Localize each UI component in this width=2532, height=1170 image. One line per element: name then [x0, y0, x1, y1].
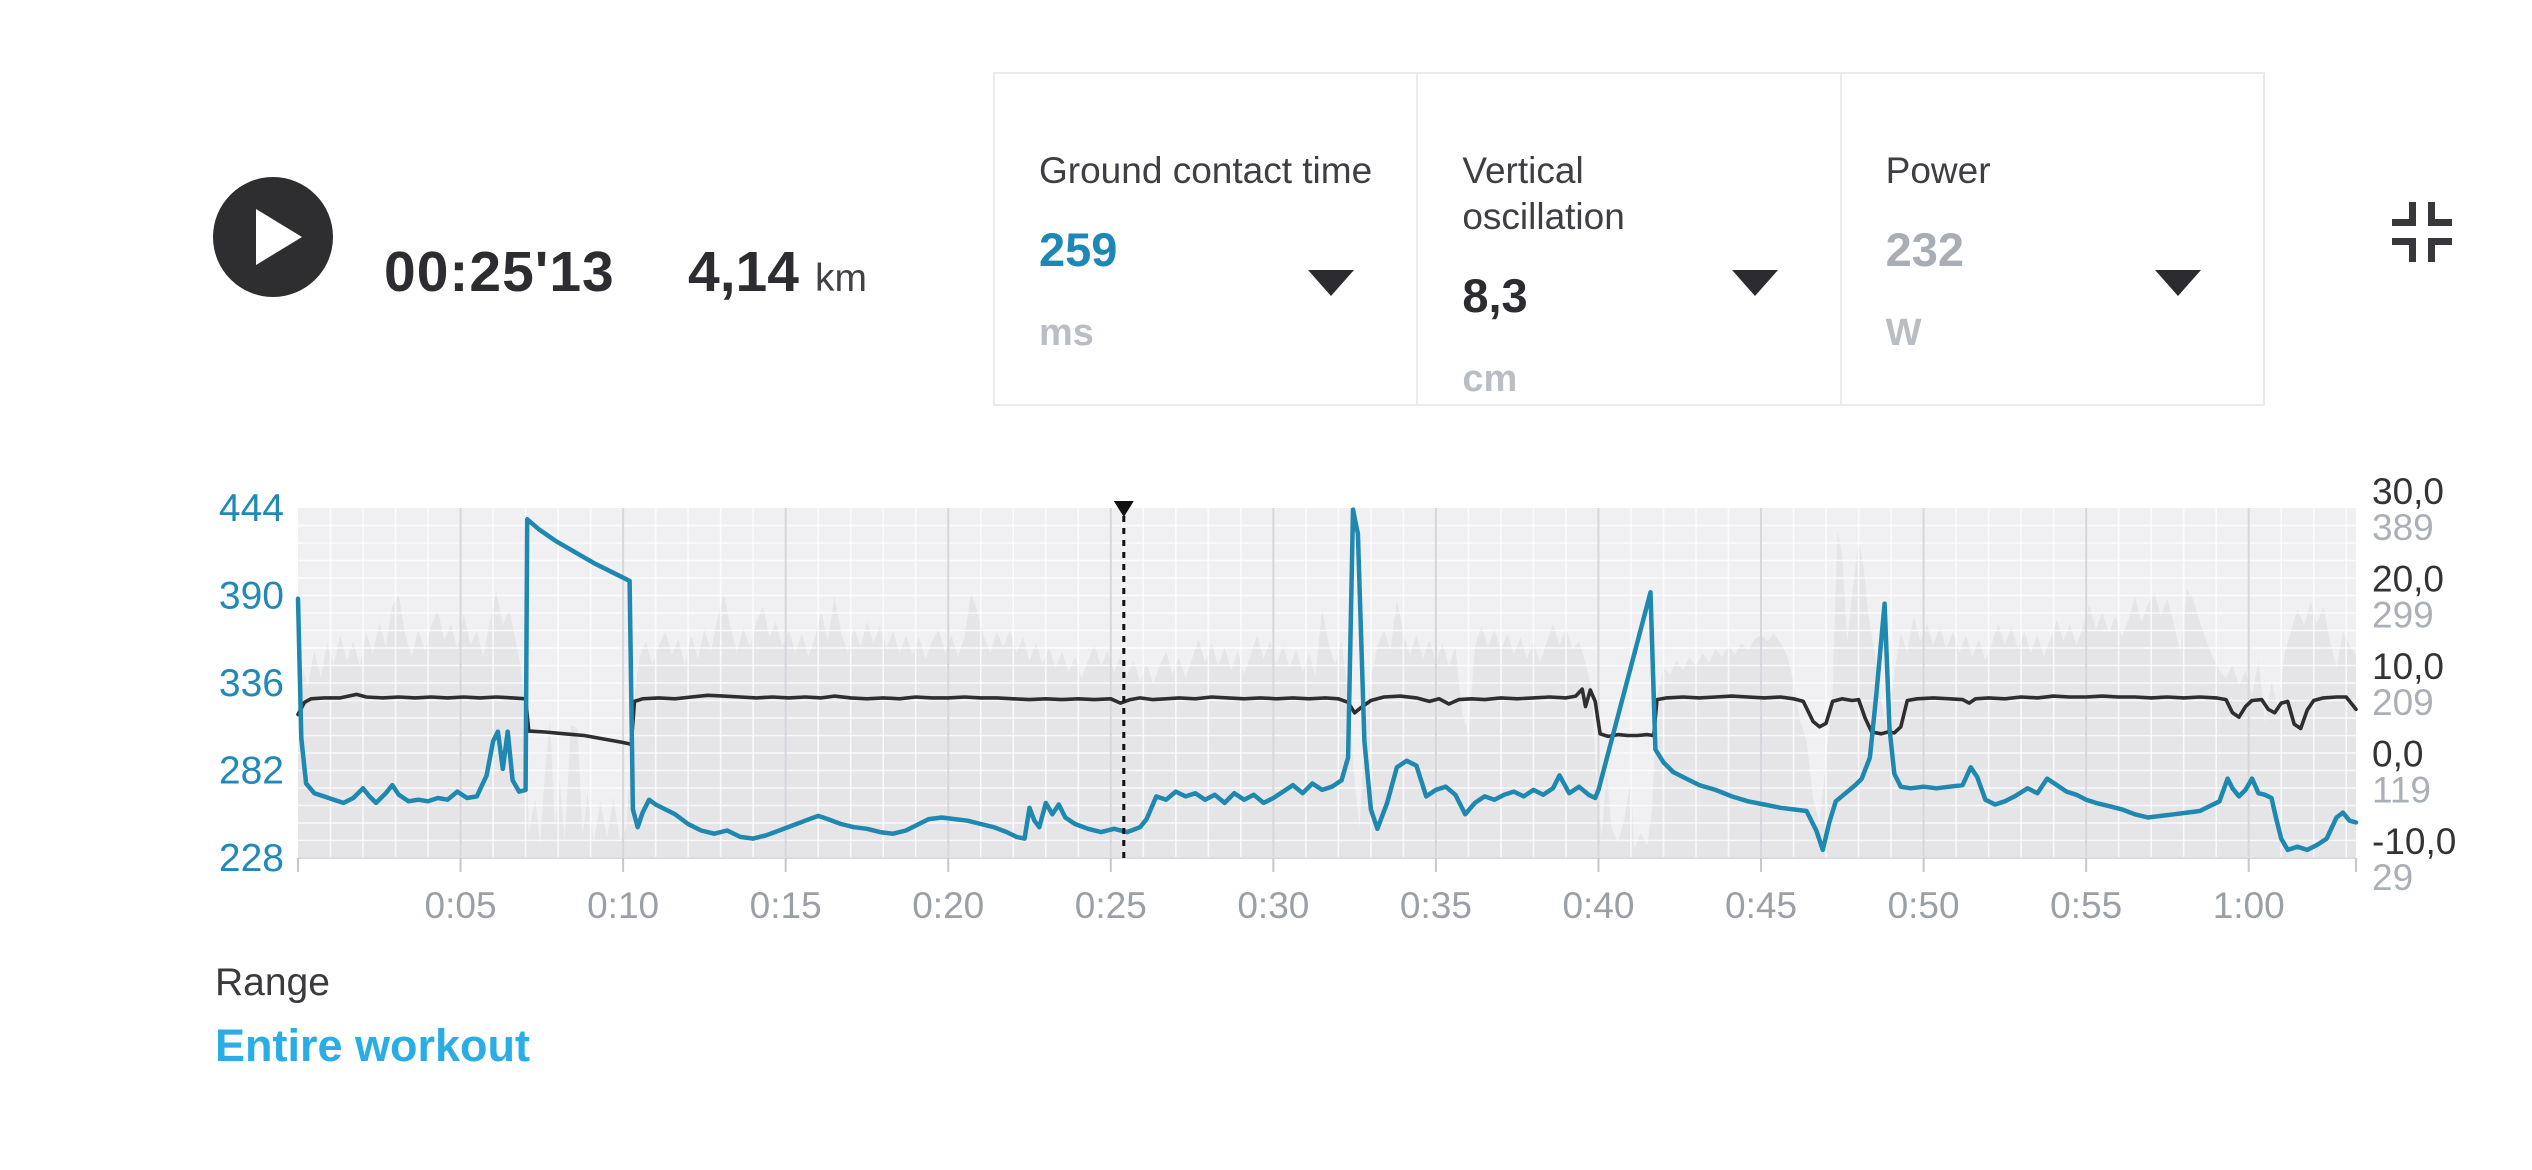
x-axis-label: 0:05: [425, 885, 497, 926]
chart-cursor[interactable]: [1113, 501, 1134, 858]
metric-value: 259: [1039, 223, 1118, 276]
chart-grid: [298, 508, 2356, 858]
y-axis-right-primary-label: 20,0: [2372, 559, 2444, 600]
range-selector: Range Entire workout: [215, 960, 530, 1072]
metric-unit: ms: [1039, 312, 1094, 354]
y-axis-left-label: 228: [219, 837, 284, 880]
x-axis-label: 0:35: [1400, 885, 1472, 926]
metric-unit: cm: [1462, 358, 1518, 400]
collapse-icon: [2428, 238, 2452, 262]
y-axis-left-label: 282: [219, 750, 284, 793]
workout-distance: 4,14 km: [688, 234, 867, 317]
metric-panel-power[interactable]: Power 232 W: [1839, 74, 2263, 404]
x-axis-label: 0:50: [1888, 885, 1960, 926]
x-axis: 0:05 0:10 0:15 0:20 0:25 0:30 0:35 0:40 0:45 0:50…: [297, 857, 2357, 926]
metric-panel-vertical-oscillation[interactable]: Vertical oscillation 8,3 cm: [1416, 74, 1839, 404]
line-ground_contact_time_ms: [295, 507, 2359, 853]
y-axis-left-label: 444: [219, 487, 284, 530]
cursor-handle-icon[interactable]: [1113, 501, 1134, 517]
x-axis-label: 0:30: [1237, 885, 1309, 926]
x-axis-label: 0:25: [1075, 885, 1147, 926]
x-axis-label: 0:55: [2050, 885, 2122, 926]
range-label: Range: [215, 961, 330, 1004]
play-button[interactable]: [213, 177, 333, 297]
metric-unit: W: [1885, 312, 1922, 354]
metric-value: 232: [1885, 223, 1965, 276]
y-axis-right-secondary-label: 299: [2372, 595, 2434, 636]
chevron-down-icon[interactable]: [1308, 270, 1355, 296]
range-value[interactable]: Entire workout: [215, 1020, 531, 1071]
y-axis-left: 444 390 336 282 228: [219, 487, 284, 880]
workout-duration: 00:25'13: [384, 240, 615, 304]
y-axis-right-primary-label: -10,0: [2372, 821, 2456, 862]
y-axis-right-secondary-label: 389: [2372, 507, 2434, 548]
play-icon: [256, 209, 302, 265]
x-axis-label: 0:45: [1725, 885, 1797, 926]
collapse-icon: [2392, 238, 2416, 262]
x-axis-label: 0:20: [912, 885, 984, 926]
collapse-chart-button[interactable]: [2392, 202, 2458, 268]
collapse-icon: [2392, 202, 2416, 226]
metric-panels: Ground contact time 259 ms Vertical osci…: [993, 72, 2265, 406]
y-axis-right-secondary-label: 209: [2372, 682, 2434, 723]
distance-unit: km: [814, 257, 867, 300]
distance-value: 4,14: [688, 240, 799, 304]
y-axis-right-primary-label: 30,0: [2372, 471, 2444, 512]
y-axis-right-secondary-label: 119: [2372, 770, 2431, 811]
x-axis-label: 0:10: [587, 885, 659, 926]
metric-value: 8,3: [1462, 269, 1528, 322]
collapse-icon: [2428, 202, 2452, 226]
y-axis-left-label: 336: [219, 662, 284, 705]
y-axis-right-primary-label: 10,0: [2372, 646, 2444, 687]
y-axis-left-label: 390: [219, 575, 284, 618]
y-axis-right-secondary-label: 29: [2372, 857, 2413, 898]
x-axis-label: 0:15: [750, 885, 822, 926]
metric-label: Ground contact time: [1039, 150, 1373, 191]
x-axis-label: 1:00: [2213, 885, 2285, 926]
chevron-down-icon[interactable]: [1731, 270, 1778, 296]
metric-panel-ground-contact-time[interactable]: Ground contact time 259 ms: [995, 74, 1416, 404]
line-vertical_oscillation_cm: [296, 687, 2358, 747]
chevron-down-icon[interactable]: [2154, 270, 2201, 296]
y-axis-right-primary-label: 0,0: [2372, 734, 2423, 775]
metric-label: Vertical oscillation: [1462, 150, 1625, 237]
metric-label: Power: [1885, 150, 1991, 191]
x-axis-label: 0:40: [1562, 885, 1634, 926]
